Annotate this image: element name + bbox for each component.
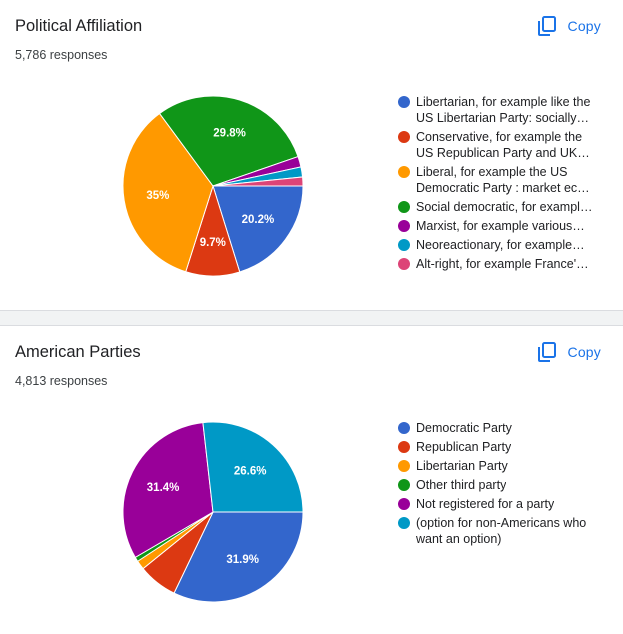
pie-chart: 20.2% 9.7% 35% 29.8% <box>122 95 304 277</box>
legend-item-2[interactable]: Libertarian Party <box>398 458 598 474</box>
legend-item-0[interactable]: Democratic Party <box>398 420 598 436</box>
slice-label-0: 31.9% <box>226 554 259 566</box>
political-affiliation-card: Political Affiliation 5,786 responses Co… <box>0 0 623 311</box>
legend-item-0[interactable]: Libertarian, for example like the US Lib… <box>398 94 598 126</box>
legend-swatch <box>398 498 410 510</box>
pie-slice-4[interactable] <box>122 422 214 559</box>
legend-label: Neoreactionary, for example… <box>416 238 585 252</box>
copy-button[interactable]: Copy <box>537 338 601 366</box>
legend-swatch <box>398 201 410 213</box>
legend-label: Libertarian, for example like the US Lib… <box>416 95 591 125</box>
legend-swatch <box>398 131 410 143</box>
legend-swatch <box>398 96 410 108</box>
legend-swatch <box>398 517 410 529</box>
slice-label-5: 26.6% <box>234 465 267 477</box>
legend-item-1[interactable]: Republican Party <box>398 439 598 455</box>
legend-swatch <box>398 441 410 453</box>
legend-label: Libertarian Party <box>416 459 508 473</box>
copy-label: Copy <box>567 18 601 34</box>
card-title: American Parties <box>15 343 141 361</box>
copy-label: Copy <box>567 344 601 360</box>
response-count: 4,813 responses <box>15 374 108 388</box>
pie-slice-0[interactable] <box>212 185 304 273</box>
legend-item-2[interactable]: Liberal, for example the US Democratic P… <box>398 164 598 196</box>
legend-swatch <box>398 479 410 491</box>
chart-legend: Democratic Party Republican Party Libertar… <box>398 420 598 550</box>
pie-slice-6[interactable] <box>212 176 304 187</box>
legend-swatch <box>398 166 410 178</box>
legend-label: (option for non-Americans who want an op… <box>416 516 587 546</box>
legend-label: Marxist, for example various… <box>416 219 585 233</box>
chart-legend: Libertarian, for example like the US Lib… <box>398 94 598 275</box>
legend-label: Alt-right, for example France'… <box>416 257 589 271</box>
legend-item-5[interactable]: (option for non-Americans who want an op… <box>398 515 598 547</box>
slice-label-1: 9.7% <box>200 237 226 249</box>
legend-label: Not registered for a party <box>416 497 555 511</box>
pie-slice-0[interactable] <box>173 511 304 603</box>
legend-label: Social democratic, for exampl… <box>416 200 593 214</box>
slice-label-0: 20.2% <box>242 214 275 226</box>
copy-icon <box>537 16 556 36</box>
copy-button[interactable]: Copy <box>537 12 601 40</box>
legend-label: Conservative, for example the US Republi… <box>416 130 590 160</box>
response-count: 5,786 responses <box>15 48 108 62</box>
legend-swatch <box>398 258 410 270</box>
american-parties-card: American Parties 4,813 responses Copy 31… <box>0 325 623 634</box>
slice-label-2: 35% <box>146 190 169 202</box>
slice-label-4: 31.4% <box>147 482 180 494</box>
legend-label: Republican Party <box>416 440 512 454</box>
legend-item-4[interactable]: Not registered for a party <box>398 496 598 512</box>
legend-item-5[interactable]: Neoreactionary, for example… <box>398 237 598 253</box>
pie-slice-3[interactable] <box>158 95 299 187</box>
legend-swatch <box>398 220 410 232</box>
legend-label: Democratic Party <box>416 421 512 435</box>
slice-label-3: 29.8% <box>213 128 246 140</box>
legend-item-4[interactable]: Marxist, for example various… <box>398 218 598 234</box>
card-title: Political Affiliation <box>15 17 143 35</box>
legend-item-3[interactable]: Other third party <box>398 477 598 493</box>
pie-chart: 31.9% 31.4% 26.6% <box>122 421 304 603</box>
legend-swatch <box>398 460 410 472</box>
pie-slice-2[interactable] <box>122 112 214 273</box>
legend-item-3[interactable]: Social democratic, for exampl… <box>398 199 598 215</box>
legend-swatch <box>398 422 410 434</box>
legend-label: Other third party <box>416 478 507 492</box>
legend-swatch <box>398 239 410 251</box>
copy-icon <box>537 342 556 362</box>
pie-slice-5[interactable] <box>202 421 304 513</box>
legend-item-1[interactable]: Conservative, for example the US Republi… <box>398 129 598 161</box>
legend-label: Liberal, for example the US Democratic P… <box>416 165 590 195</box>
legend-item-6[interactable]: Alt-right, for example France'… <box>398 256 598 272</box>
